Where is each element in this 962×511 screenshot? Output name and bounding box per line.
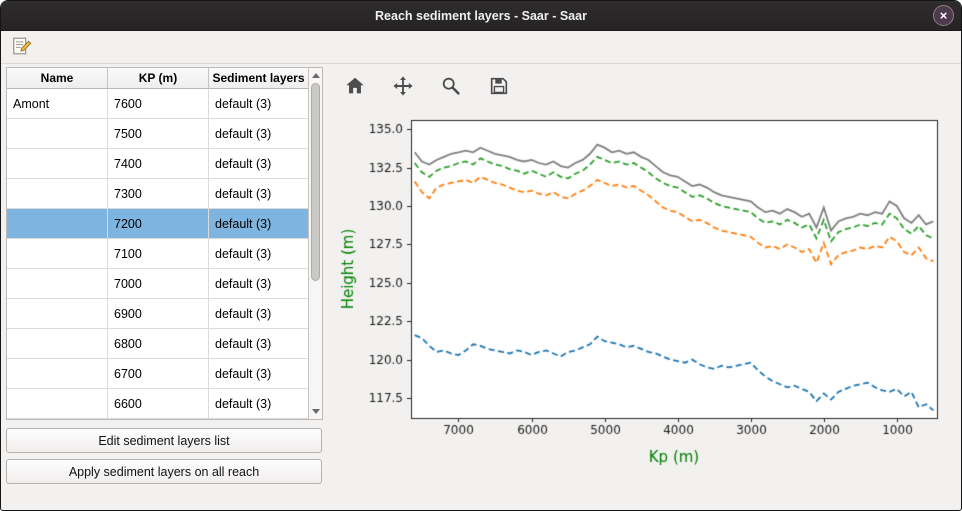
edit-note-icon [11, 35, 33, 60]
cell-name[interactable] [7, 179, 108, 209]
cell-kp[interactable]: 7300 [108, 179, 209, 209]
cell-kp[interactable]: 7100 [108, 239, 209, 269]
table-row[interactable]: 7300 default (3) [7, 179, 308, 209]
table-row[interactable]: 6900 default (3) [7, 299, 308, 329]
cell-kp[interactable]: 7400 [108, 149, 209, 179]
cell-sediment-layers[interactable]: default (3) [209, 299, 308, 329]
table-body: Amont 7600 default (3) 7500 default (3) 7400 d… [7, 89, 308, 419]
cell-name[interactable] [7, 209, 108, 239]
cell-kp[interactable]: 6800 [108, 329, 209, 359]
cell-sediment-layers[interactable]: default (3) [209, 149, 308, 179]
cell-kp[interactable]: 7600 [108, 89, 209, 119]
cell-kp[interactable]: 7200 [108, 209, 209, 239]
cell-sediment-layers[interactable]: default (3) [209, 269, 308, 299]
main-content: Name KP (m) Sediment layers Amont 7600 def… [1, 64, 961, 510]
cell-name[interactable] [7, 359, 108, 389]
close-button[interactable]: × [933, 5, 954, 26]
cell-sediment-layers[interactable]: default (3) [209, 89, 308, 119]
save-button[interactable] [485, 74, 512, 101]
cell-name[interactable] [7, 269, 108, 299]
zoom-button[interactable] [437, 74, 464, 101]
cell-sediment-layers[interactable]: default (3) [209, 389, 308, 419]
column-header-name[interactable]: Name [7, 68, 108, 89]
scroll-up-icon[interactable] [311, 73, 320, 78]
table-row[interactable]: 6800 default (3) [7, 329, 308, 359]
cell-kp[interactable]: 7500 [108, 119, 209, 149]
window-title: Reach sediment layers - Saar - Saar [375, 8, 587, 23]
cell-name[interactable] [7, 329, 108, 359]
pan-button[interactable] [389, 74, 416, 101]
cell-sediment-layers[interactable]: default (3) [209, 179, 308, 209]
close-icon: × [939, 8, 948, 23]
edit-sediment-layers-button[interactable] [8, 34, 35, 61]
cell-kp[interactable]: 6700 [108, 359, 209, 389]
cell-name[interactable] [7, 239, 108, 269]
column-header-kp[interactable]: KP (m) [108, 68, 209, 89]
table-scrollbar[interactable] [308, 68, 322, 419]
table-row[interactable]: 7400 default (3) [7, 149, 308, 179]
edit-sediment-layers-list-button[interactable]: Edit sediment layers list [6, 428, 322, 453]
sediment-table-panel: Name KP (m) Sediment layers Amont 7600 def… [1, 64, 327, 510]
plot-panel [327, 64, 961, 510]
cell-sediment-layers[interactable]: default (3) [209, 359, 308, 389]
sediment-profile-chart[interactable] [333, 106, 955, 468]
apply-sediment-layers-button[interactable]: Apply sediment layers on all reach [6, 459, 322, 484]
cell-kp[interactable]: 6600 [108, 389, 209, 419]
table-row[interactable]: 7000 default (3) [7, 269, 308, 299]
home-button[interactable] [341, 74, 368, 101]
sediment-layers-table: Name KP (m) Sediment layers Amont 7600 def… [6, 67, 323, 420]
cell-name[interactable] [7, 389, 108, 419]
column-header-sediment-layers[interactable]: Sediment layers [209, 68, 308, 89]
cell-kp[interactable]: 6900 [108, 299, 209, 329]
cell-name[interactable] [7, 299, 108, 329]
plot-toolbar [333, 70, 961, 101]
table-row[interactable]: 7200 default (3) [7, 209, 308, 239]
table-row[interactable]: 6700 default (3) [7, 359, 308, 389]
cell-sediment-layers[interactable]: default (3) [209, 119, 308, 149]
cell-sediment-layers[interactable]: default (3) [209, 239, 308, 269]
cell-name[interactable]: Amont [7, 89, 108, 119]
magnifier-icon [440, 75, 462, 100]
scroll-down-icon[interactable] [311, 409, 320, 414]
cell-kp[interactable]: 7000 [108, 269, 209, 299]
main-toolbar [1, 31, 961, 64]
table-row[interactable]: 7100 default (3) [7, 239, 308, 269]
titlebar[interactable]: Reach sediment layers - Saar - Saar × [1, 1, 961, 31]
save-floppy-icon [488, 75, 510, 100]
table-row[interactable]: 6600 default (3) [7, 389, 308, 419]
table-row[interactable]: 7500 default (3) [7, 119, 308, 149]
cell-sediment-layers[interactable]: default (3) [209, 209, 308, 239]
cell-name[interactable] [7, 149, 108, 179]
pan-move-icon [392, 75, 414, 100]
cell-sediment-layers[interactable]: default (3) [209, 329, 308, 359]
scrollbar-thumb[interactable] [311, 83, 320, 281]
cell-name[interactable] [7, 119, 108, 149]
table-row[interactable]: Amont 7600 default (3) [7, 89, 308, 119]
table-header: Name KP (m) Sediment layers [7, 68, 308, 89]
home-icon [344, 75, 366, 100]
